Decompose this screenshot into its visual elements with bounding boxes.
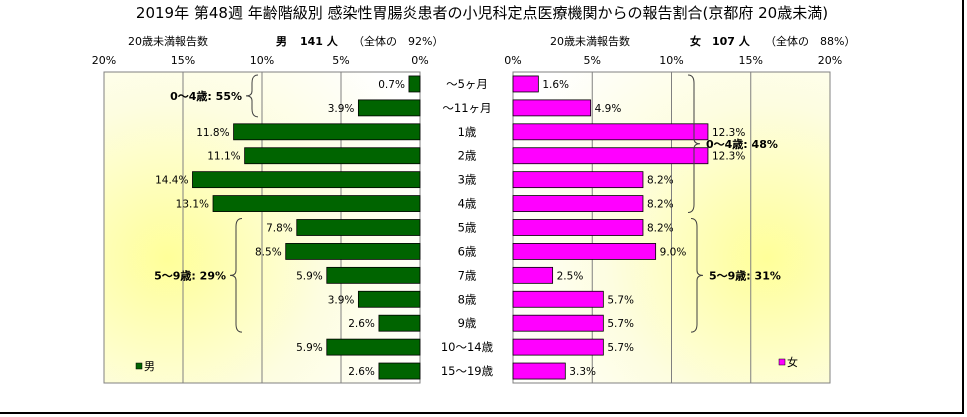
left-bar xyxy=(244,147,421,165)
right-bar xyxy=(512,75,539,93)
left-data-label: 13.1% xyxy=(176,199,209,211)
left-count-label: 141 人 xyxy=(300,34,339,48)
legend-swatch-male xyxy=(135,362,143,370)
left-data-label: 11.8% xyxy=(196,127,229,139)
left-data-label: 3.9% xyxy=(328,294,355,306)
legend-label-female: 女 xyxy=(787,355,798,369)
right-share-label: （全体の 88%） xyxy=(765,34,855,48)
left-data-label: 7.8% xyxy=(266,223,293,235)
left-data-label: 2.6% xyxy=(348,318,375,330)
right-count-label: 107 人 xyxy=(712,34,751,48)
right-bar xyxy=(512,171,644,189)
right-data-label: 12.3% xyxy=(712,127,745,139)
left-bar xyxy=(326,338,421,356)
legend-swatch-female xyxy=(778,358,786,366)
category-label: 15～19歳 xyxy=(441,364,494,378)
right-data-label: 8.2% xyxy=(647,175,674,187)
left-bar xyxy=(192,171,421,189)
category-label: 5歳 xyxy=(458,221,477,235)
category-label: 8歳 xyxy=(458,292,477,306)
left-data-label: 5.9% xyxy=(296,270,323,282)
right-sub-header: 20歳未満報告数 xyxy=(550,35,630,48)
left-bracket xyxy=(245,74,259,118)
category-label: 4歳 xyxy=(458,197,477,211)
right-x-tick-label: 15% xyxy=(739,54,763,67)
left-data-label: 2.6% xyxy=(348,366,375,378)
left-bar xyxy=(296,219,421,236)
left-bracket-label: 5～9歳: 29% xyxy=(154,268,226,282)
left-data-label: 0.7% xyxy=(378,79,405,91)
right-data-label: 12.3% xyxy=(712,151,745,163)
right-data-label: 2.5% xyxy=(557,270,584,282)
right-bracket xyxy=(687,74,701,214)
right-data-label: 1.6% xyxy=(542,79,569,91)
right-data-label: 8.2% xyxy=(647,199,674,211)
left-bar xyxy=(378,362,421,380)
left-x-tick-label: 20% xyxy=(92,54,116,67)
left-bracket xyxy=(229,218,243,333)
chart-title: 2019年 第48週 年齢階級別 感染性胃腸炎患者の小児科定点医療機関からの報告… xyxy=(136,4,828,22)
right-data-label: 5.7% xyxy=(607,318,634,330)
left-bracket-label: 0～4歳: 55% xyxy=(170,89,242,103)
right-bar xyxy=(512,219,644,236)
right-bar xyxy=(512,99,592,117)
left-series-header: 男 xyxy=(276,35,287,48)
right-bar xyxy=(512,147,709,165)
right-bracket-label: 5～9歳: 31% xyxy=(709,268,781,282)
left-bar xyxy=(212,195,421,212)
right-x-tick-label: 0% xyxy=(504,54,521,67)
right-x-tick-label: 10% xyxy=(659,54,683,67)
category-label: ～11ヶ月 xyxy=(442,101,491,115)
right-bar xyxy=(512,290,604,308)
right-bar xyxy=(512,338,604,356)
category-label: 7歳 xyxy=(458,268,477,282)
left-x-tick-label: 0% xyxy=(411,54,428,67)
right-data-label: 5.7% xyxy=(607,342,634,354)
right-bar xyxy=(512,123,709,141)
right-series-header: 女 xyxy=(690,34,701,48)
right-bracket-label: 0～4歳: 48% xyxy=(706,137,778,151)
right-x-tick-label: 5% xyxy=(584,54,601,67)
left-data-label: 3.9% xyxy=(328,103,355,115)
left-data-label: 11.1% xyxy=(207,151,240,163)
left-sub-header: 20歳未満報告数 xyxy=(128,35,208,48)
right-data-label: 3.3% xyxy=(569,366,596,378)
category-label: 1歳 xyxy=(458,125,477,139)
right-data-label: 4.9% xyxy=(595,103,622,115)
left-data-label: 5.9% xyxy=(296,342,323,354)
right-data-label: 9.0% xyxy=(660,246,687,258)
left-x-tick-label: 5% xyxy=(332,54,349,67)
right-bracket xyxy=(690,218,704,333)
plot-layer: 20% 15% 10% 5% 0% 0.7% 3.9% 11.8% 11.1% 14.4% 13.1… xyxy=(92,54,842,384)
category-label: 3歳 xyxy=(458,173,477,187)
left-bar xyxy=(357,290,421,308)
left-bar xyxy=(326,266,421,284)
left-bar xyxy=(378,314,421,332)
right-bar xyxy=(512,266,554,284)
left-x-tick-label: 10% xyxy=(250,54,274,67)
right-bar xyxy=(512,195,644,212)
left-bar xyxy=(233,123,421,141)
left-x-tick-label: 15% xyxy=(171,54,195,67)
right-bar xyxy=(512,314,604,332)
left-bar xyxy=(408,75,421,93)
category-label: ～5ヶ月 xyxy=(446,77,488,91)
left-share-label: （全体の 92%） xyxy=(353,34,443,48)
category-label: 10～14歳 xyxy=(441,340,494,354)
category-label: 6歳 xyxy=(458,244,477,258)
right-data-label: 8.2% xyxy=(647,223,674,235)
left-bar xyxy=(285,243,421,260)
right-x-tick-label: 20% xyxy=(818,54,842,67)
left-data-label: 8.5% xyxy=(255,246,282,258)
legend-label-male: 男 xyxy=(144,360,155,373)
category-label: 9歳 xyxy=(458,316,477,330)
right-data-label: 5.7% xyxy=(607,294,634,306)
category-label: 2歳 xyxy=(458,149,477,163)
right-bar xyxy=(512,243,657,260)
left-data-label: 14.4% xyxy=(155,175,188,187)
right-bar xyxy=(512,362,566,380)
left-bar xyxy=(357,99,421,117)
